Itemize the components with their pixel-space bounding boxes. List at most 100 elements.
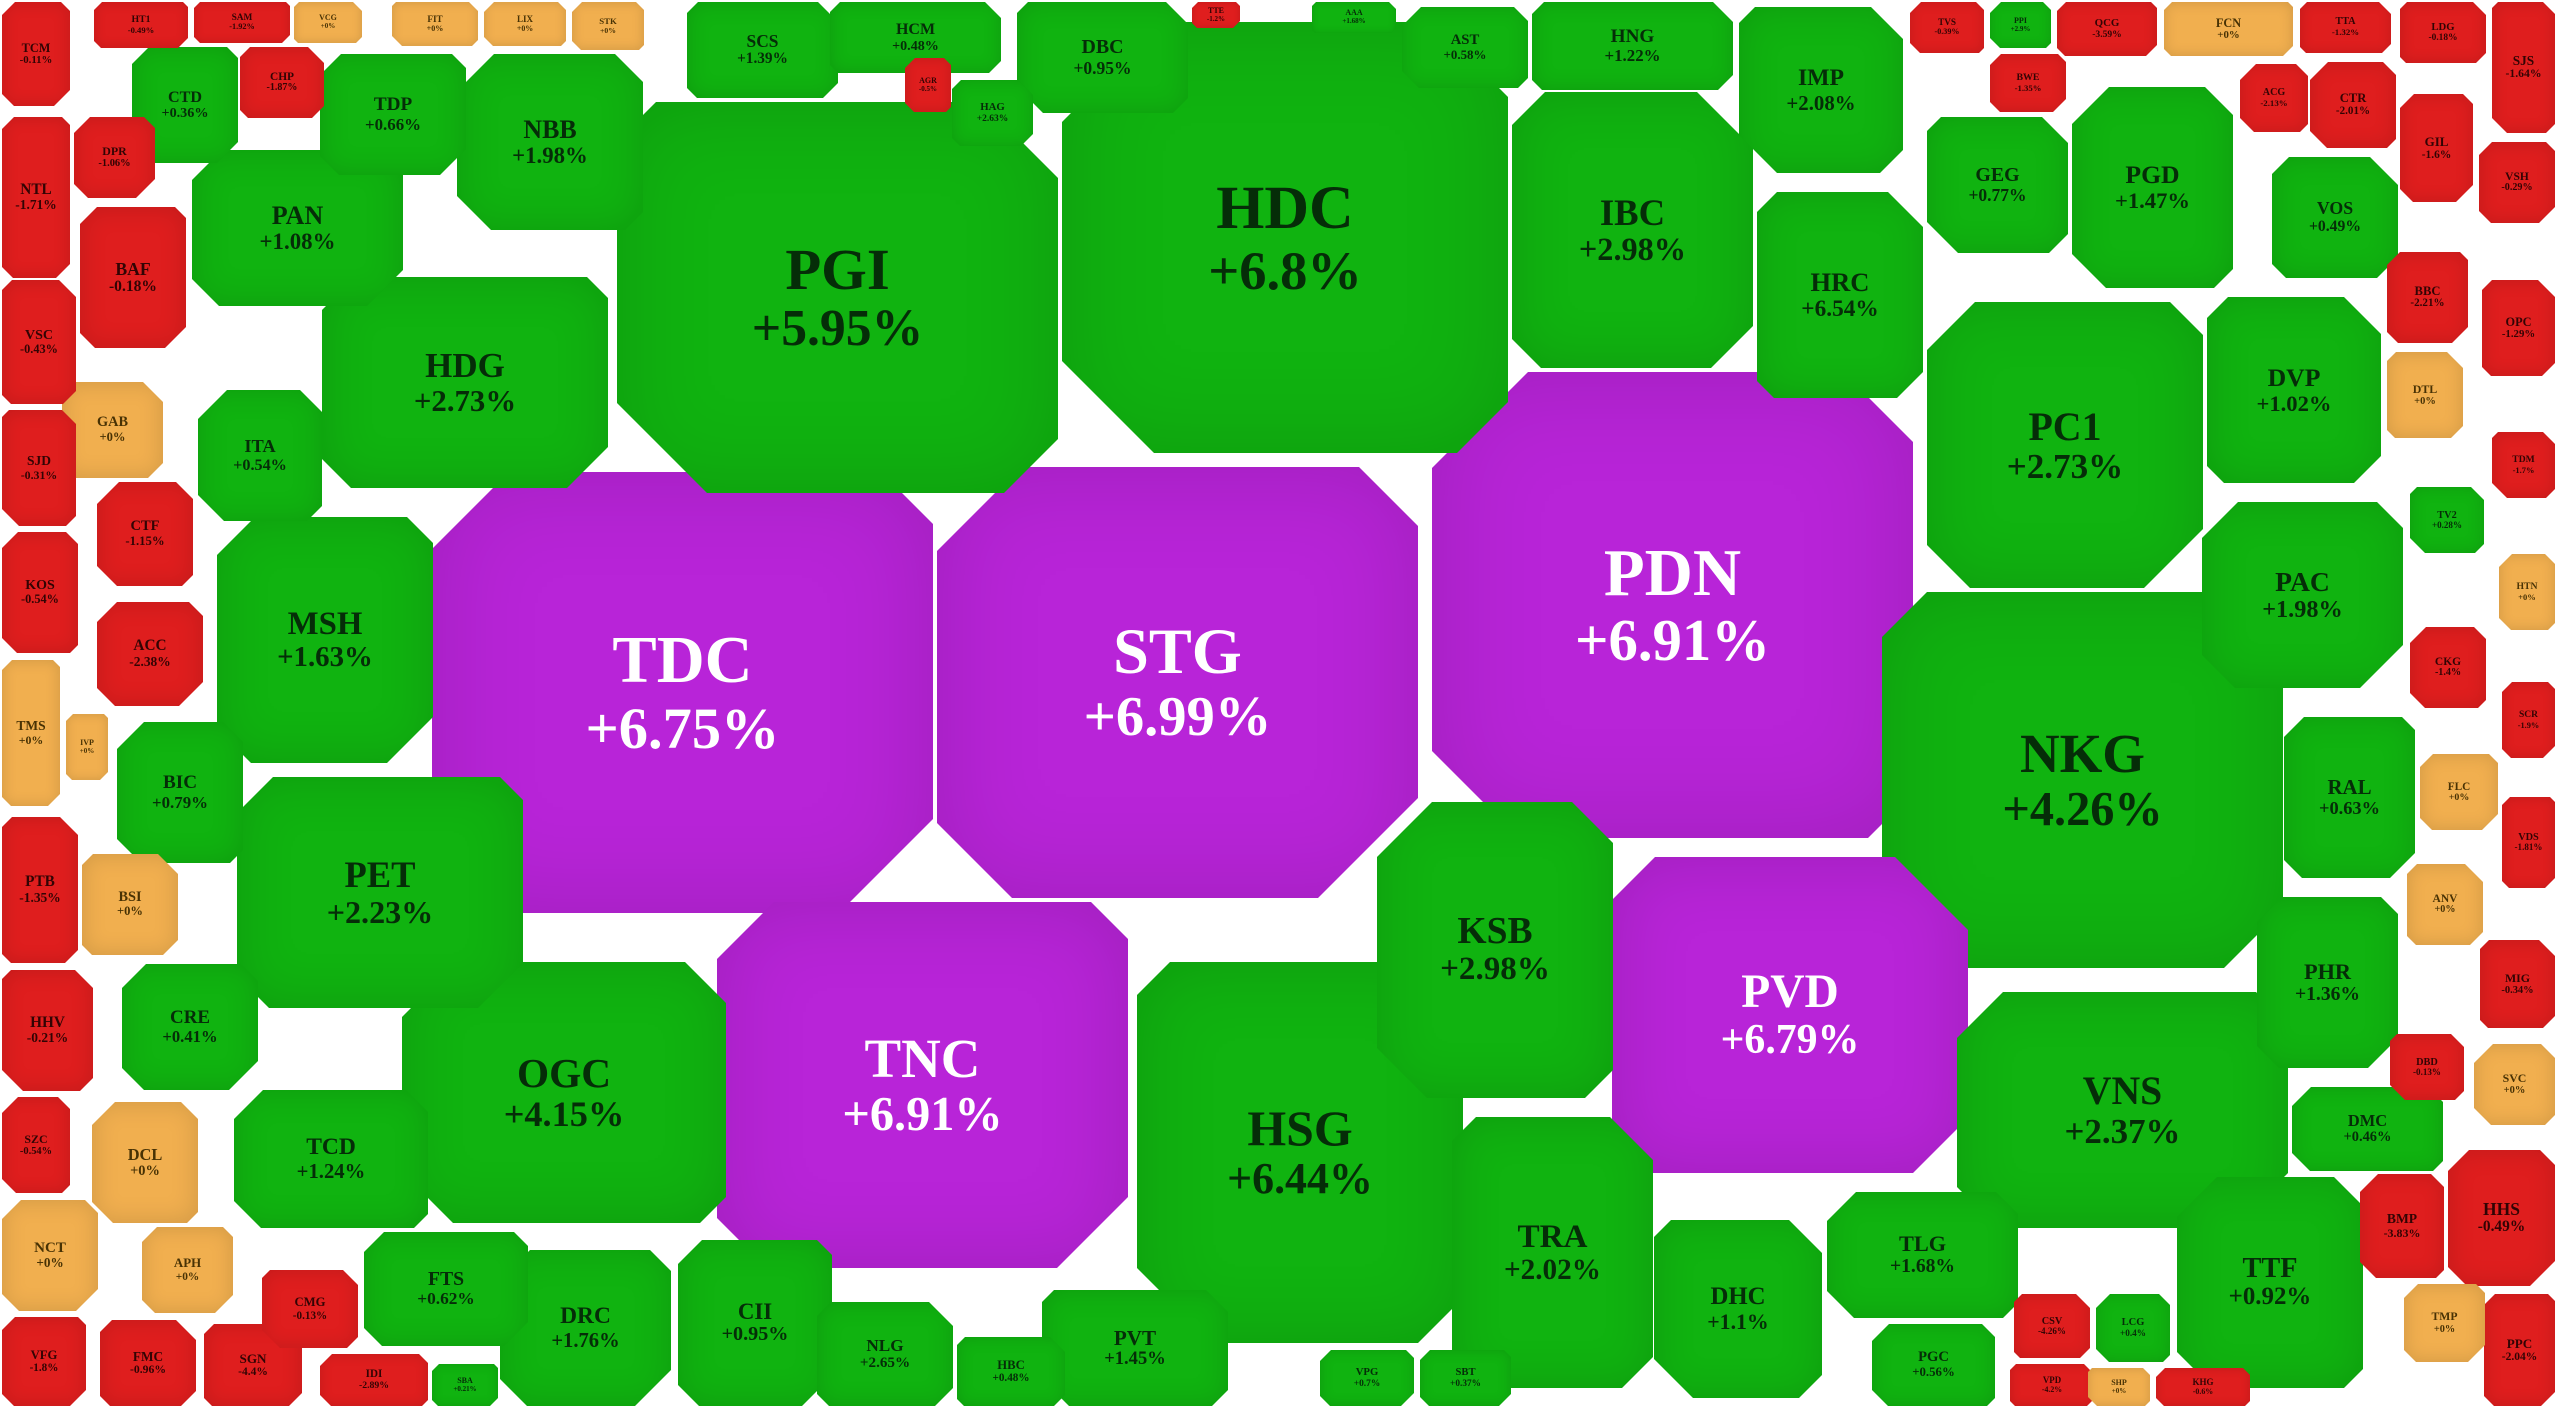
heatmap-cell-idi[interactable]: IDI -2.89% <box>320 1354 428 1406</box>
heatmap-cell-tdp[interactable]: TDP +0.66% <box>320 54 466 175</box>
heatmap-cell-chp[interactable]: CHP -1.87% <box>240 47 324 118</box>
heatmap-cell-ctf[interactable]: CTF -1.15% <box>97 482 193 586</box>
heatmap-cell-aaa[interactable]: AAA +1.68% <box>1312 2 1396 33</box>
heatmap-cell-vos[interactable]: VOS +0.49% <box>2272 157 2398 278</box>
heatmap-cell-ibc[interactable]: IBC +2.98% <box>1512 92 1753 368</box>
heatmap-cell-fit[interactable]: FIT +0% <box>392 2 478 46</box>
heatmap-cell-bsi[interactable]: BSI +0% <box>82 854 178 955</box>
heatmap-cell-pgd[interactable]: PGD +1.47% <box>2072 87 2233 288</box>
heatmap-cell-pet[interactable]: PET +2.23% <box>237 777 523 1008</box>
heatmap-cell-ral[interactable]: RAL +0.63% <box>2284 717 2415 878</box>
heatmap-cell-vpg[interactable]: VPG +0.7% <box>1320 1350 1414 1406</box>
heatmap-cell-dtl[interactable]: DTL +0% <box>2387 352 2463 438</box>
heatmap-cell-tta[interactable]: TTA -1.32% <box>2300 2 2391 53</box>
heatmap-cell-bmp[interactable]: BMP -3.83% <box>2360 1174 2444 1278</box>
heatmap-cell-ogc[interactable]: OGC +4.15% <box>402 962 726 1223</box>
heatmap-cell-opc[interactable]: OPC -1.29% <box>2482 280 2555 376</box>
heatmap-cell-pc1[interactable]: PC1 +2.73% <box>1927 302 2203 588</box>
heatmap-cell-shp[interactable]: SHP +0% <box>2088 1368 2150 1406</box>
heatmap-cell-tcd[interactable]: TCD +1.24% <box>234 1090 428 1228</box>
heatmap-cell-tnc[interactable]: TNC +6.91% <box>717 902 1128 1268</box>
heatmap-cell-vpd[interactable]: VPD -4.2% <box>2010 1364 2094 1406</box>
heatmap-cell-bwe[interactable]: BWE -1.35% <box>1990 54 2066 112</box>
heatmap-cell-pan[interactable]: PAN +1.08% <box>192 150 403 306</box>
heatmap-cell-agr[interactable]: AGR -0.5% <box>905 58 951 112</box>
heatmap-cell-bic[interactable]: BIC +0.79% <box>117 722 243 863</box>
heatmap-cell-tte[interactable]: TTE -1.2% <box>1192 2 1240 28</box>
heatmap-cell-tvs[interactable]: TVS -0.39% <box>1910 2 1984 53</box>
heatmap-cell-tcm[interactable]: TCM -0.11% <box>2 2 70 106</box>
heatmap-cell-kos[interactable]: KOS -0.54% <box>2 532 78 653</box>
heatmap-cell-hhv[interactable]: HHV -0.21% <box>2 970 93 1091</box>
heatmap-cell-gab[interactable]: GAB +0% <box>62 382 163 478</box>
heatmap-cell-dpr[interactable]: DPR -1.06% <box>74 117 155 198</box>
heatmap-cell-phr[interactable]: PHR +1.36% <box>2257 897 2398 1068</box>
heatmap-cell-ptb[interactable]: PTB -1.35% <box>2 817 78 963</box>
heatmap-cell-nbb[interactable]: NBB +1.98% <box>457 54 643 230</box>
heatmap-cell-ivp[interactable]: IVP +0% <box>66 714 108 780</box>
heatmap-cell-cmg[interactable]: CMG -0.13% <box>262 1270 358 1348</box>
heatmap-cell-fcn[interactable]: FCN +0% <box>2164 2 2293 56</box>
heatmap-cell-imp[interactable]: IMP +2.08% <box>1739 7 1903 173</box>
heatmap-cell-ast[interactable]: AST +0.58% <box>1402 7 1528 88</box>
heatmap-cell-nlg[interactable]: NLG +2.65% <box>817 1302 953 1406</box>
heatmap-cell-ppc[interactable]: PPC -2.04% <box>2484 1294 2555 1406</box>
heatmap-cell-ht1[interactable]: HT1 -0.49% <box>94 2 188 48</box>
heatmap-cell-nct[interactable]: NCT +0% <box>2 1200 98 1311</box>
heatmap-cell-geg[interactable]: GEG +0.77% <box>1927 117 2068 253</box>
heatmap-cell-hdg[interactable]: HDG +2.73% <box>322 277 608 488</box>
heatmap-cell-drc[interactable]: DRC +1.76% <box>500 1250 671 1406</box>
heatmap-cell-vfg[interactable]: VFG -1.8% <box>2 1317 86 1406</box>
heatmap-cell-lcg[interactable]: LCG +0.4% <box>2096 1294 2170 1362</box>
heatmap-cell-tdm[interactable]: TDM -1.7% <box>2492 432 2555 498</box>
heatmap-cell-stk[interactable]: STK +0% <box>572 2 644 50</box>
heatmap-cell-svc[interactable]: SVC +0% <box>2474 1044 2555 1125</box>
heatmap-cell-fmc[interactable]: FMC -0.96% <box>100 1320 196 1406</box>
heatmap-cell-dbc[interactable]: DBC +0.95% <box>1017 2 1188 113</box>
heatmap-cell-ldg[interactable]: LDG -0.18% <box>2400 2 2486 63</box>
heatmap-cell-pdn[interactable]: PDN +6.91% <box>1432 372 1913 838</box>
heatmap-cell-sbt[interactable]: SBT +0.37% <box>1420 1350 1511 1406</box>
heatmap-cell-khg[interactable]: KHG -0.6% <box>2156 1368 2250 1406</box>
heatmap-cell-tms[interactable]: TMS +0% <box>2 660 60 806</box>
heatmap-cell-csv[interactable]: CSV -4.26% <box>2014 1294 2090 1358</box>
heatmap-cell-ctr[interactable]: CTR -2.01% <box>2310 62 2396 148</box>
heatmap-cell-sba[interactable]: SBA +0.21% <box>432 1364 498 1406</box>
heatmap-cell-pgc[interactable]: PGC +0.56% <box>1872 1324 1995 1406</box>
heatmap-cell-sam[interactable]: SAM -1.92% <box>194 2 290 43</box>
heatmap-cell-stg[interactable]: STG +6.99% <box>937 467 1418 898</box>
heatmap-cell-ntl[interactable]: NTL -1.71% <box>2 117 70 278</box>
heatmap-cell-ppi[interactable]: PPI +2.9% <box>1990 2 2051 48</box>
heatmap-cell-pvd[interactable]: PVD +6.79% <box>1612 857 1968 1173</box>
heatmap-cell-dmc[interactable]: DMC +0.46% <box>2292 1087 2443 1171</box>
heatmap-cell-scs[interactable]: SCS +1.39% <box>687 2 838 98</box>
heatmap-cell-pgi[interactable]: PGI +5.95% <box>617 102 1058 493</box>
heatmap-cell-vsh[interactable]: VSH -0.29% <box>2479 142 2555 223</box>
heatmap-cell-aph[interactable]: APH +0% <box>142 1227 233 1313</box>
heatmap-cell-anv[interactable]: ANV +0% <box>2407 864 2483 945</box>
heatmap-cell-scr[interactable]: SCR -1.9% <box>2502 682 2555 758</box>
heatmap-cell-ksb[interactable]: KSB +2.98% <box>1377 802 1613 1098</box>
heatmap-cell-vds[interactable]: VDS -1.81% <box>2502 797 2555 888</box>
heatmap-cell-hrc[interactable]: HRC +6.54% <box>1757 192 1923 398</box>
heatmap-cell-tra[interactable]: TRA +2.02% <box>1452 1117 1653 1388</box>
heatmap-cell-sjs[interactable]: SJS -1.64% <box>2492 2 2555 133</box>
heatmap-cell-tlg[interactable]: TLG +1.68% <box>1827 1192 2018 1318</box>
heatmap-cell-vsc[interactable]: VSC -0.43% <box>2 280 76 404</box>
heatmap-cell-pvt[interactable]: PVT +1.45% <box>1042 1290 1228 1406</box>
heatmap-cell-hbc[interactable]: HBC +0.48% <box>957 1337 1065 1406</box>
heatmap-cell-flc[interactable]: FLC +0% <box>2420 754 2498 830</box>
heatmap-cell-hng[interactable]: HNG +1.22% <box>1532 2 1733 90</box>
heatmap-cell-fts[interactable]: FTS +0.62% <box>364 1232 528 1346</box>
heatmap-cell-ttf[interactable]: TTF +0.92% <box>2177 1177 2363 1388</box>
heatmap-cell-htn[interactable]: HTN +0% <box>2499 554 2555 630</box>
heatmap-cell-dbd[interactable]: DBD -0.13% <box>2390 1034 2464 1100</box>
heatmap-cell-ita[interactable]: ITA +0.54% <box>198 390 322 521</box>
heatmap-cell-gil[interactable]: GIL -1.6% <box>2400 94 2473 202</box>
heatmap-cell-baf[interactable]: BAF -0.18% <box>80 207 186 348</box>
heatmap-cell-lix[interactable]: LIX +0% <box>484 2 566 46</box>
heatmap-cell-dcl[interactable]: DCL +0% <box>92 1102 198 1223</box>
heatmap-cell-hag[interactable]: HAG +2.63% <box>952 80 1033 146</box>
heatmap-cell-acc[interactable]: ACC -2.38% <box>97 602 203 706</box>
heatmap-cell-sjd[interactable]: SJD -0.31% <box>2 410 76 526</box>
